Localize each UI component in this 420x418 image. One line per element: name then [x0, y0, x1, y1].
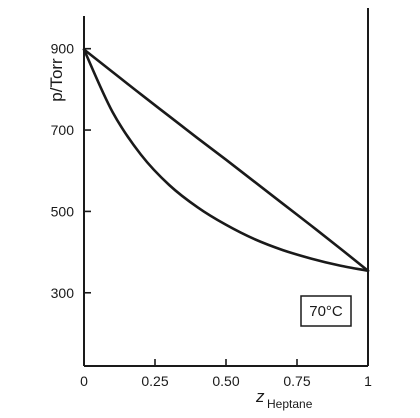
y-axis-label: p/Torr	[47, 58, 66, 102]
lower-curve	[82, 48, 370, 273]
axis-ticks: 0 0.25 0.50 0.75 1 300 500 700 900	[51, 41, 372, 389]
curves	[82, 48, 370, 273]
y-tick-label: 700	[51, 122, 75, 138]
x-tick-label: 1	[364, 373, 372, 389]
x-tick-label: 0.25	[141, 373, 168, 389]
x-axis-label-subscript: Heptane	[267, 397, 313, 411]
y-tick-label: 500	[51, 203, 75, 219]
y-tick-label: 900	[51, 41, 75, 57]
temperature-annotation: 70°C	[300, 295, 352, 327]
y-tick-label: 300	[51, 285, 75, 301]
upper-curve	[82, 48, 370, 273]
x-tick-label: 0.50	[212, 373, 239, 389]
x-tick-label: 0	[80, 373, 88, 389]
x-axis-label: z	[255, 387, 265, 406]
axis-labels: z Heptane p/Torr	[47, 58, 313, 411]
x-tick-label: 0.75	[283, 373, 310, 389]
annotation-box	[300, 295, 352, 327]
annotation-text: 70°C	[309, 303, 343, 320]
